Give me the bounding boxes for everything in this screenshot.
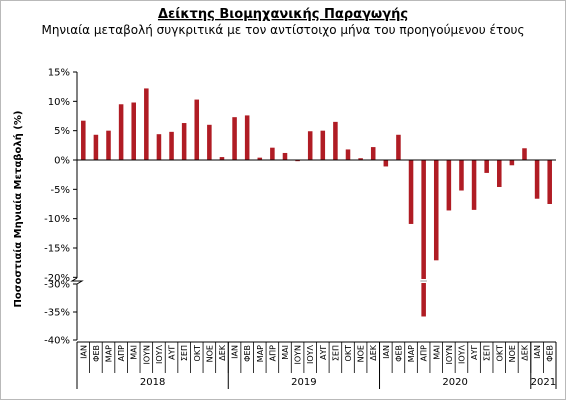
x-tick-label: ΙΟΥΛ bbox=[457, 344, 466, 364]
bar bbox=[270, 147, 275, 160]
x-tick-label: ΙΟΥΝ bbox=[445, 345, 454, 365]
y-tick-label: 10% bbox=[48, 97, 70, 108]
x-tick-label: ΟΚΤ bbox=[193, 345, 202, 362]
x-tick-label: ΦΕΒ bbox=[243, 345, 252, 362]
bar bbox=[307, 131, 313, 160]
chart-title: Δείκτης Βιομηχανικής Παραγωγής bbox=[158, 7, 408, 22]
bar bbox=[219, 157, 225, 160]
x-tick-label: ΜΑΡ bbox=[256, 345, 265, 362]
y-tick-label: -5% bbox=[51, 185, 70, 196]
bar bbox=[509, 160, 515, 166]
x-tick-label: ΣΕΠ bbox=[180, 345, 189, 361]
bar bbox=[421, 160, 426, 317]
bar bbox=[118, 104, 124, 160]
plot-area: 15% 10% 5% 0% -5% -10% -15% -20%-30% -35% -40% ΙΑΝ… bbox=[44, 68, 557, 389]
bar bbox=[295, 160, 300, 162]
x-tick-label: ΦΕΒ bbox=[92, 345, 101, 362]
bar bbox=[522, 148, 527, 160]
y-tick-label: -30% bbox=[44, 280, 70, 291]
bar bbox=[232, 117, 237, 160]
x-tick-label: ΟΚΤ bbox=[495, 345, 504, 362]
bar bbox=[345, 149, 351, 160]
bar bbox=[106, 130, 111, 160]
x-tick-label: ΔΕΚ bbox=[520, 344, 529, 361]
bar bbox=[370, 147, 376, 160]
bar bbox=[358, 158, 363, 160]
bar bbox=[181, 123, 187, 160]
bar bbox=[81, 120, 86, 160]
bar bbox=[169, 131, 174, 160]
bar bbox=[383, 160, 389, 167]
x-tick-label: ΙΟΥΝ bbox=[294, 345, 303, 365]
bar bbox=[93, 134, 99, 160]
y-tick-label: -20% bbox=[44, 273, 70, 284]
y-tick-label: 5% bbox=[54, 126, 70, 137]
bar bbox=[156, 134, 162, 160]
x-tick-label: ΜΑΙ bbox=[130, 345, 139, 360]
x-tick-label: ΝΟΕ bbox=[205, 345, 214, 362]
x-tick-label: ΙΑΝ bbox=[231, 345, 240, 359]
bar bbox=[244, 115, 250, 160]
x-tick-label: ΦΕΒ bbox=[546, 345, 555, 362]
x-tick-label: ΙΟΥΛ bbox=[306, 344, 315, 364]
x-tick-label: ΙΟΥΛ bbox=[155, 344, 164, 364]
bar bbox=[497, 160, 502, 187]
x-tick-label: ΑΠΡ bbox=[420, 345, 429, 361]
x-tick-label: ΔΕΚ bbox=[218, 344, 227, 361]
year-label: 2021 bbox=[531, 377, 556, 388]
year-label: 2019 bbox=[291, 377, 316, 388]
x-tick-label: ΑΥΓ bbox=[168, 344, 177, 359]
bar bbox=[320, 130, 326, 160]
y-tick-label: -15% bbox=[44, 244, 70, 255]
year-label: 2020 bbox=[442, 377, 467, 388]
x-tick-label: ΑΠΡ bbox=[268, 345, 277, 361]
x-tick-label: ΑΠΡ bbox=[117, 345, 126, 361]
bar bbox=[207, 124, 212, 160]
x-tick-label: ΜΑΡ bbox=[407, 345, 416, 362]
x-tick-label: ΑΥΓ bbox=[319, 344, 328, 359]
x-tick-label: ΔΕΚ bbox=[369, 344, 378, 361]
bar bbox=[433, 160, 439, 261]
bar bbox=[396, 134, 401, 160]
y-tick-label: -40% bbox=[44, 336, 70, 347]
bar bbox=[333, 121, 338, 160]
bar bbox=[282, 152, 288, 160]
x-tick-label: ΙΑΝ bbox=[79, 345, 88, 359]
y-tick-label: -35% bbox=[44, 308, 70, 319]
bar bbox=[459, 160, 464, 191]
year-label: 2018 bbox=[140, 377, 165, 388]
x-tick-label: ΜΑΡ bbox=[105, 345, 114, 362]
x-tick-label: ΣΕΠ bbox=[331, 345, 340, 361]
bar bbox=[471, 160, 477, 210]
x-tick-label: ΣΕΠ bbox=[483, 345, 492, 361]
x-tick-label: ΙΟΥΝ bbox=[142, 345, 151, 365]
y-axis-label: Ποσοστιαία Μηνιαία Μεταβολή (%) bbox=[12, 111, 24, 308]
x-tick-label: ΝΟΕ bbox=[508, 345, 517, 362]
x-tick-label: ΑΥΓ bbox=[470, 344, 479, 359]
x-tick-label: ΟΚΤ bbox=[344, 345, 353, 362]
bar bbox=[446, 160, 452, 211]
x-tick-label: ΜΑΙ bbox=[281, 345, 290, 360]
x-tick-label: ΝΟΕ bbox=[357, 345, 366, 362]
y-axis-break bbox=[70, 277, 84, 285]
bar bbox=[484, 160, 489, 173]
x-tick-label: ΙΑΝ bbox=[382, 345, 391, 359]
chart-subtitle: Μηνιαία μεταβολή συγκριτικά με τον αντίσ… bbox=[41, 23, 524, 37]
bar bbox=[194, 99, 200, 160]
bar bbox=[408, 160, 414, 224]
bar bbox=[547, 160, 552, 204]
bar bbox=[257, 157, 263, 160]
x-tick-label: ΦΕΒ bbox=[394, 345, 403, 362]
y-tick-label: 15% bbox=[48, 68, 70, 79]
y-tick-label: 0% bbox=[54, 156, 70, 167]
y-tick-label: -10% bbox=[44, 214, 70, 225]
x-tick-label: ΜΑΙ bbox=[432, 345, 441, 360]
x-tick-label: ΙΑΝ bbox=[533, 345, 542, 359]
bar bbox=[131, 102, 136, 160]
bar bbox=[144, 88, 149, 160]
bar bbox=[534, 160, 540, 199]
